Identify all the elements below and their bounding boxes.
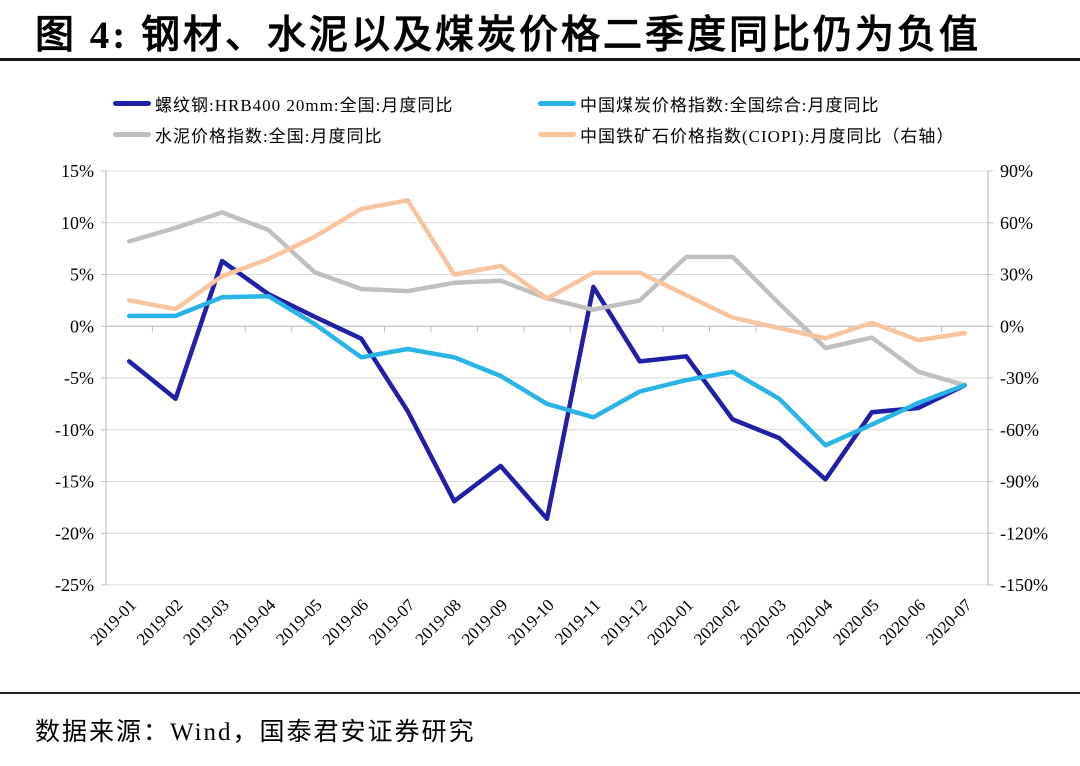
- x-axis-label: 2020-06: [876, 595, 930, 649]
- x-axis-label: 2020-05: [829, 595, 883, 649]
- legend-marker-coal: [538, 101, 576, 106]
- series-line-iron-ore: [126, 198, 968, 343]
- legend-label-iron-ore: 中国铁矿石价格指数(CIOPI):月度同比（右轴）: [580, 127, 955, 146]
- y-axis-label-left: -5%: [64, 368, 94, 388]
- legend-item-iron-ore: 中国铁矿石价格指数(CIOPI):月度同比（右轴）: [538, 122, 954, 147]
- y-axis-label-right: -90%: [1000, 472, 1039, 492]
- y-axis-label-left: 10%: [61, 213, 94, 233]
- legend-item-rebar: 螺纹钢:HRB400 20mm:全国:月度同比: [113, 91, 453, 116]
- x-axis-label: 2019-07: [365, 595, 419, 649]
- y-axis-label-right: 60%: [1000, 213, 1033, 233]
- legend-marker-cement: [113, 132, 151, 137]
- legend-marker-rebar: [113, 101, 151, 106]
- x-axis-label: 2019-01: [87, 595, 141, 649]
- y-axis-label-right: -30%: [1000, 368, 1039, 388]
- legend-marker-iron-ore: [538, 132, 576, 137]
- x-axis-label: 2019-10: [504, 595, 558, 649]
- x-axis-label: 2019-02: [133, 595, 187, 649]
- legend-label-rebar: 螺纹钢:HRB400 20mm:全国:月度同比: [155, 96, 454, 115]
- x-axis-label: 2019-06: [319, 595, 373, 649]
- y-axis-label-right: -120%: [1000, 523, 1048, 543]
- y-axis-label-left: 5%: [70, 265, 94, 285]
- x-axis-label: 2019-08: [411, 595, 465, 649]
- x-axis-label: 2020-03: [736, 595, 790, 649]
- y-axis-label-left: 15%: [61, 161, 94, 181]
- y-axis-label-left: 0%: [70, 316, 94, 336]
- x-axis-label: 2020-04: [783, 595, 837, 649]
- y-axis-label-left: -15%: [55, 472, 94, 492]
- legend-label-coal: 中国煤炭价格指数:全国综合:月度同比: [580, 96, 880, 115]
- x-axis-label: 2019-03: [179, 595, 233, 649]
- y-axis-label-right: -150%: [1000, 575, 1048, 595]
- y-axis-label-right: 90%: [1000, 161, 1033, 181]
- legend: 螺纹钢:HRB400 20mm:全国:月度同比 中国煤炭价格指数:全国综合:月度…: [0, 0, 1080, 160]
- y-axis-label-left: -25%: [55, 575, 94, 595]
- figure-title: 图 4: 钢材、水泥以及煤炭价格二季度同比仍为负值: [35, 14, 981, 57]
- x-axis-label: 2020-02: [690, 595, 744, 649]
- legend-label-cement: 水泥价格指数:全国:月度同比: [155, 127, 383, 146]
- x-axis-label: 2020-07: [922, 595, 976, 649]
- x-axis-label: 2019-11: [551, 595, 604, 648]
- y-axis-label-left: -20%: [55, 523, 94, 543]
- x-axis-label: 2019-12: [597, 595, 651, 649]
- title-divider: [0, 58, 1080, 61]
- y-axis-label-right: -60%: [1000, 420, 1039, 440]
- y-axis-label-right: 30%: [1000, 265, 1033, 285]
- legend-item-coal: 中国煤炭价格指数:全国综合:月度同比: [538, 91, 879, 116]
- data-source: 数据来源：Wind，国泰君安证券研究: [35, 719, 476, 746]
- legend-item-cement: 水泥价格指数:全国:月度同比: [113, 122, 382, 147]
- y-axis-label-right: 0%: [1000, 316, 1024, 336]
- x-axis-label: 2019-04: [226, 595, 280, 649]
- x-axis-label: 2019-05: [272, 595, 326, 649]
- x-axis-label: 2020-01: [644, 595, 698, 649]
- x-axis-label: 2019-09: [458, 595, 512, 649]
- footer-divider: [0, 692, 1080, 694]
- series-line-coal: [126, 293, 968, 448]
- y-axis-label-left: -10%: [55, 420, 94, 440]
